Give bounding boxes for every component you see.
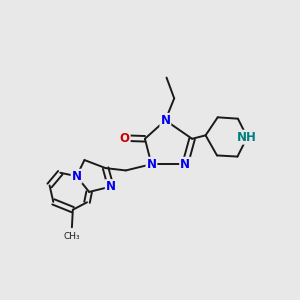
Text: N: N — [106, 180, 116, 193]
Text: CH₃: CH₃ — [64, 232, 80, 241]
Text: NH: NH — [237, 131, 257, 144]
Text: N: N — [146, 158, 156, 171]
Text: O: O — [120, 132, 130, 145]
Text: N: N — [180, 158, 190, 171]
Text: N: N — [72, 170, 82, 183]
Text: N: N — [160, 114, 170, 127]
